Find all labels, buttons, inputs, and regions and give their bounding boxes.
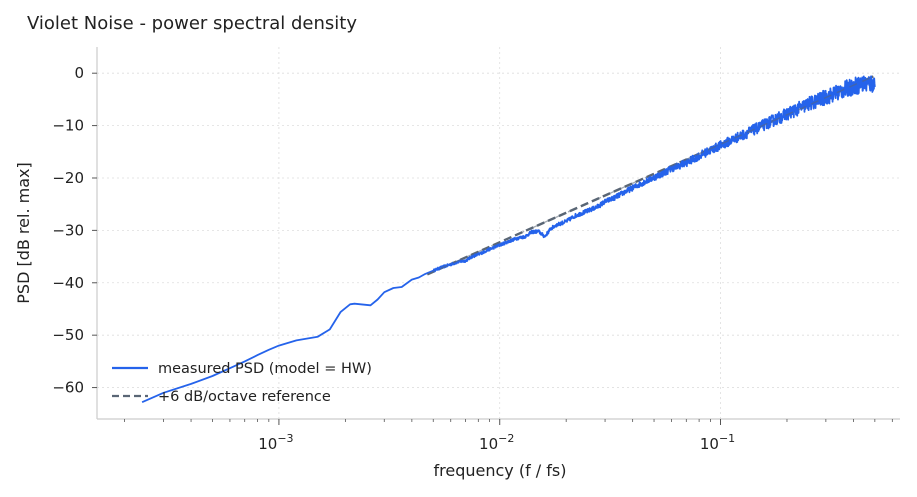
ticks: 0 −10 −20 −30 −40 −50 −60 10−3 10−2 10−1	[52, 64, 893, 453]
x-tick-label: 10−1	[700, 432, 735, 453]
legend-label-measured: measured PSD (model = HW)	[158, 361, 372, 377]
grid	[97, 47, 900, 419]
y-tick-label: −20	[52, 169, 84, 187]
y-tick-label: −30	[52, 221, 84, 239]
axes	[96, 47, 900, 420]
chart-title: Violet Noise - power spectral density	[27, 13, 357, 34]
x-tick-label: 10−2	[479, 432, 514, 453]
y-tick-label: −50	[52, 326, 84, 344]
y-tick-label: −40	[52, 274, 84, 292]
y-tick-label: −60	[52, 379, 84, 397]
x-tick-label: 10−3	[258, 432, 293, 453]
y-tick-label: 0	[74, 64, 84, 82]
x-axis-label: frequency (f / fs)	[434, 461, 567, 480]
measured-psd-line	[141, 75, 876, 404]
legend: measured PSD (model = HW) +6 dB/octave r…	[112, 361, 372, 405]
plot-series	[141, 74, 876, 404]
y-axis-label: PSD [dB rel. max]	[14, 162, 33, 303]
reference-line-overlay	[427, 75, 876, 276]
y-tick-label: −10	[52, 117, 84, 135]
legend-label-reference: +6 dB/octave reference	[158, 389, 331, 405]
